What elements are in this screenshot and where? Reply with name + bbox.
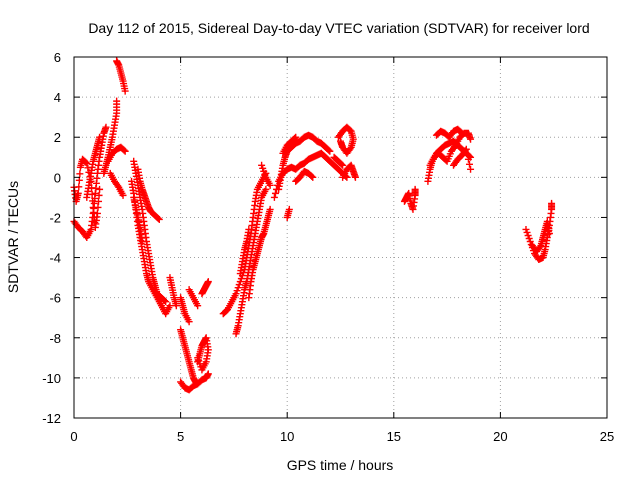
data-point bbox=[462, 145, 470, 153]
data-point bbox=[121, 147, 129, 155]
x-tick-label: 10 bbox=[280, 429, 294, 444]
data-point bbox=[185, 318, 193, 326]
x-tick-label: 0 bbox=[70, 429, 77, 444]
data-point bbox=[96, 185, 104, 193]
data-point bbox=[95, 191, 103, 199]
data-point bbox=[119, 191, 127, 199]
data-point bbox=[155, 215, 163, 223]
data-point bbox=[96, 133, 104, 141]
data-point bbox=[204, 370, 212, 378]
data-point bbox=[309, 173, 317, 181]
y-tick-label: 0 bbox=[54, 170, 61, 185]
x-tick-label: 5 bbox=[177, 429, 184, 444]
data-point bbox=[138, 238, 146, 246]
data-point bbox=[291, 134, 299, 142]
data-point bbox=[536, 243, 544, 251]
x-axis-label: GPS time / hours bbox=[287, 457, 394, 473]
data-point bbox=[82, 158, 90, 166]
data-point bbox=[308, 172, 316, 180]
data-point bbox=[274, 181, 282, 189]
data-point bbox=[194, 302, 202, 310]
axis-ticks: 0 5 10 15 20 25 -12 -10 -8 -6 -4 -2 0 2 4 6 bbox=[42, 50, 614, 444]
y-tick-label: -10 bbox=[42, 371, 61, 386]
data-point bbox=[338, 160, 346, 168]
data-point bbox=[113, 97, 121, 105]
data-point bbox=[461, 147, 469, 155]
data-point bbox=[325, 146, 333, 154]
data-point bbox=[465, 160, 473, 168]
data-point bbox=[162, 298, 170, 306]
data-point bbox=[545, 229, 553, 237]
data-point bbox=[75, 183, 83, 191]
data-point bbox=[154, 214, 162, 222]
data-point bbox=[262, 185, 270, 193]
y-tick-label: -12 bbox=[42, 411, 61, 426]
data-point bbox=[273, 185, 281, 193]
x-tick-label: 15 bbox=[387, 429, 401, 444]
y-tick-label: -2 bbox=[49, 210, 61, 225]
data-point bbox=[467, 165, 475, 173]
y-tick-label: -8 bbox=[49, 331, 61, 346]
data-point bbox=[337, 137, 344, 145]
data-points bbox=[70, 57, 556, 394]
x-tick-label: 25 bbox=[600, 429, 614, 444]
data-point bbox=[194, 354, 202, 362]
data-point bbox=[161, 297, 169, 305]
data-point bbox=[204, 278, 212, 286]
x-tick-label: 20 bbox=[493, 429, 507, 444]
y-tick-label: -6 bbox=[49, 291, 61, 306]
data-point bbox=[464, 155, 472, 163]
data-point bbox=[121, 87, 129, 95]
data-point bbox=[270, 193, 278, 201]
data-point bbox=[351, 173, 359, 181]
data-point bbox=[292, 133, 300, 141]
data-point bbox=[266, 181, 274, 189]
data-point bbox=[467, 135, 475, 143]
plot-frame bbox=[73, 56, 608, 419]
y-tick-label: 4 bbox=[54, 90, 61, 105]
data-point bbox=[266, 205, 274, 213]
y-tick-label: -4 bbox=[49, 251, 61, 266]
data-point bbox=[83, 159, 91, 167]
data-point bbox=[326, 147, 334, 155]
chart-title: Day 112 of 2015, Sidereal Day-to-day VTE… bbox=[88, 20, 589, 36]
data-point bbox=[339, 161, 347, 169]
y-tick-label: 6 bbox=[54, 50, 61, 65]
data-point bbox=[74, 189, 82, 197]
data-point bbox=[76, 170, 84, 178]
data-point bbox=[166, 302, 174, 310]
data-point bbox=[95, 197, 103, 205]
data-point bbox=[285, 205, 293, 213]
data-point bbox=[120, 146, 128, 154]
data-point bbox=[102, 123, 110, 131]
data-point bbox=[94, 203, 102, 211]
y-axis-label: SDTVAR / TECUs bbox=[5, 181, 21, 293]
data-point bbox=[245, 225, 253, 233]
data-point bbox=[114, 182, 122, 190]
data-point bbox=[451, 143, 459, 151]
data-point bbox=[271, 189, 279, 197]
data-point bbox=[458, 129, 466, 137]
y-tick-label: 2 bbox=[54, 130, 61, 145]
data-point bbox=[463, 150, 471, 158]
data-point bbox=[172, 302, 180, 310]
data-point bbox=[75, 176, 83, 184]
grid-lines bbox=[74, 57, 607, 418]
data-point bbox=[457, 128, 465, 136]
data-point bbox=[548, 199, 556, 207]
data-point bbox=[411, 185, 419, 193]
